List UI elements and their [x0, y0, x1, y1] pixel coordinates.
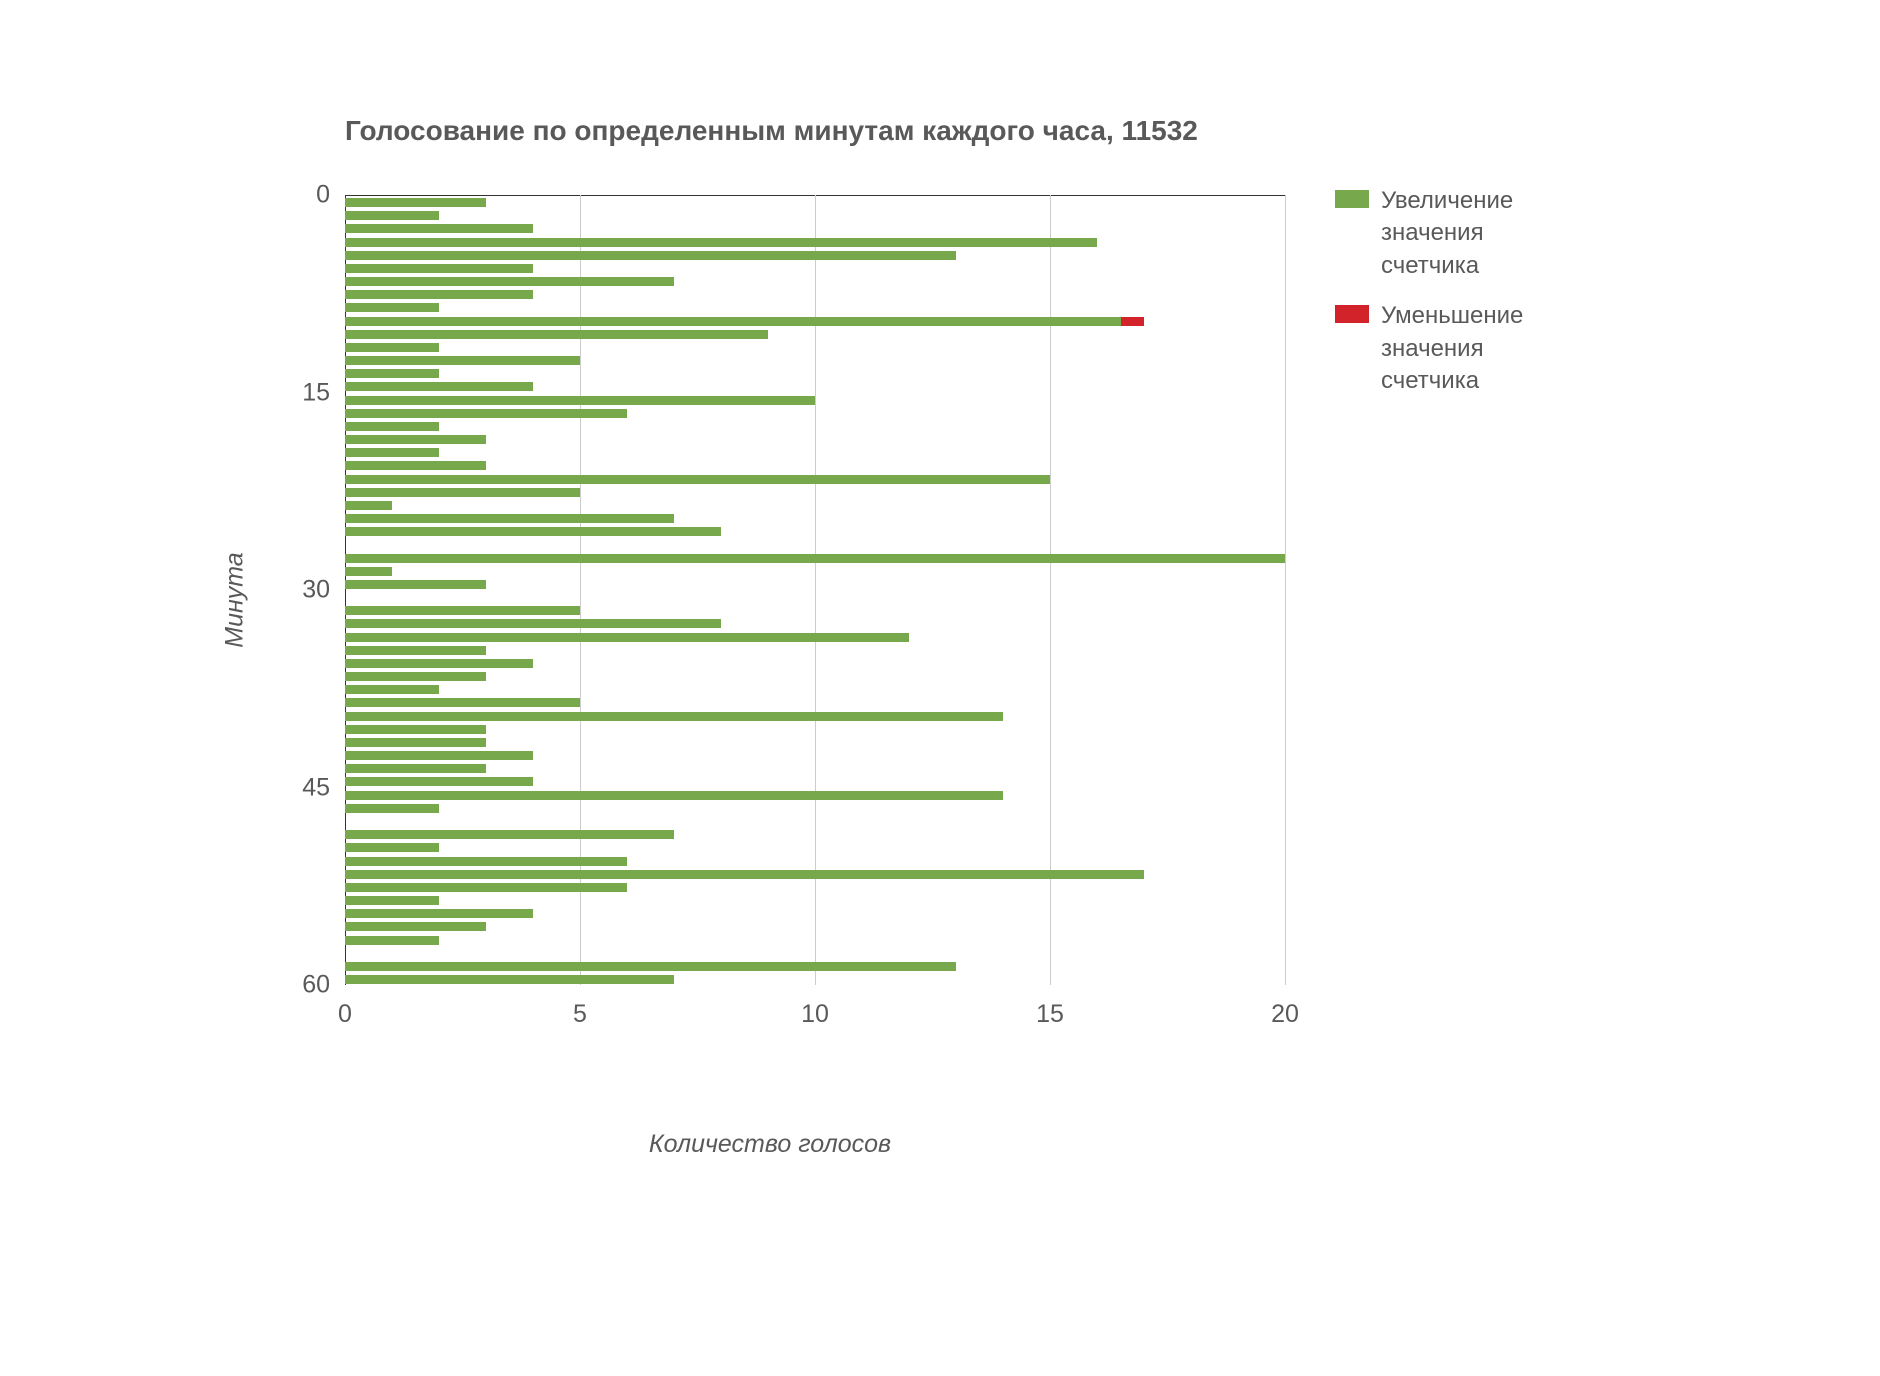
bar-increase: [345, 251, 956, 260]
bar-increase: [345, 843, 439, 852]
y-axis-label: Минута: [221, 552, 250, 647]
bar-increase: [345, 606, 580, 615]
bar-increase: [345, 883, 627, 892]
bar-increase: [345, 975, 674, 984]
y-tick-label: 0: [316, 181, 330, 210]
bar-increase: [345, 764, 486, 773]
bar-increase: [345, 830, 674, 839]
bar-increase: [345, 396, 815, 405]
y-axis-line: [345, 195, 346, 985]
bar-increase: [345, 422, 439, 431]
legend-swatch-decrease: [1335, 305, 1369, 323]
bar-increase: [345, 777, 533, 786]
bar-increase: [345, 277, 674, 286]
bar-increase: [345, 382, 533, 391]
gridline: [815, 195, 816, 985]
bar-increase: [345, 633, 909, 642]
y-tick-label: 60: [302, 971, 330, 1000]
bar-increase: [345, 738, 486, 747]
bar-increase: [345, 712, 1003, 721]
chart-container: Голосование по определенным минутам кажд…: [0, 0, 1880, 1376]
bar-increase: [345, 461, 486, 470]
bar-increase: [345, 356, 580, 365]
legend-label-increase: Увеличение значения счетчика: [1381, 185, 1565, 282]
y-tick-label: 15: [302, 378, 330, 407]
y-tick-label: 45: [302, 773, 330, 802]
legend: Увеличение значения счетчика Уменьшение …: [1335, 185, 1565, 415]
y-tick-label: 30: [302, 576, 330, 605]
bar-increase: [345, 448, 439, 457]
bar-increase: [345, 659, 533, 668]
bar-increase: [345, 264, 533, 273]
x-tick-label: 0: [338, 1000, 352, 1029]
x-axis-label: Количество голосов: [649, 1130, 891, 1159]
bar-increase: [345, 751, 533, 760]
bar-increase: [345, 619, 721, 628]
bar-increase: [345, 343, 439, 352]
bar-increase: [345, 646, 486, 655]
bar-increase: [345, 896, 439, 905]
bar-increase: [345, 527, 721, 536]
bar-increase: [345, 369, 439, 378]
bar-increase: [345, 198, 486, 207]
bar-increase: [345, 514, 674, 523]
bar-increase: [345, 290, 533, 299]
gridline: [1285, 195, 1286, 985]
bar-decrease: [1121, 317, 1145, 326]
bar-increase: [345, 936, 439, 945]
bar-increase: [345, 501, 392, 510]
x-tick-label: 15: [1036, 1000, 1064, 1029]
legend-label-decrease: Уменьшение значения счетчика: [1381, 300, 1565, 397]
gridline: [580, 195, 581, 985]
bar-increase: [345, 303, 439, 312]
bar-increase: [345, 435, 486, 444]
bar-increase: [345, 567, 392, 576]
bar-increase: [345, 211, 439, 220]
legend-item-increase: Увеличение значения счетчика: [1335, 185, 1565, 282]
chart-title: Голосование по определенным минутам кажд…: [345, 115, 1198, 147]
x-tick-label: 20: [1271, 1000, 1299, 1029]
bar-increase: [345, 238, 1097, 247]
gridline: [1050, 195, 1051, 985]
bar-increase: [345, 870, 1144, 879]
bar-increase: [345, 672, 486, 681]
bar-increase: [345, 857, 627, 866]
plot-area: [345, 195, 1285, 985]
legend-swatch-increase: [1335, 190, 1369, 208]
bar-increase: [345, 909, 533, 918]
x-tick-label: 10: [801, 1000, 829, 1029]
bar-increase: [345, 804, 439, 813]
bar-increase: [345, 962, 956, 971]
bar-increase: [345, 224, 533, 233]
bar-increase: [345, 685, 439, 694]
bar-increase: [345, 475, 1050, 484]
bar-increase: [345, 698, 580, 707]
bar-increase: [345, 554, 1285, 563]
bar-increase: [345, 488, 580, 497]
x-tick-label: 5: [573, 1000, 587, 1029]
bar-increase: [345, 580, 486, 589]
bar-increase: [345, 330, 768, 339]
bar-increase: [345, 922, 486, 931]
bar-increase: [345, 409, 627, 418]
bar-increase: [345, 791, 1003, 800]
bar-increase: [345, 317, 1121, 326]
bar-increase: [345, 725, 486, 734]
legend-item-decrease: Уменьшение значения счетчика: [1335, 300, 1565, 397]
